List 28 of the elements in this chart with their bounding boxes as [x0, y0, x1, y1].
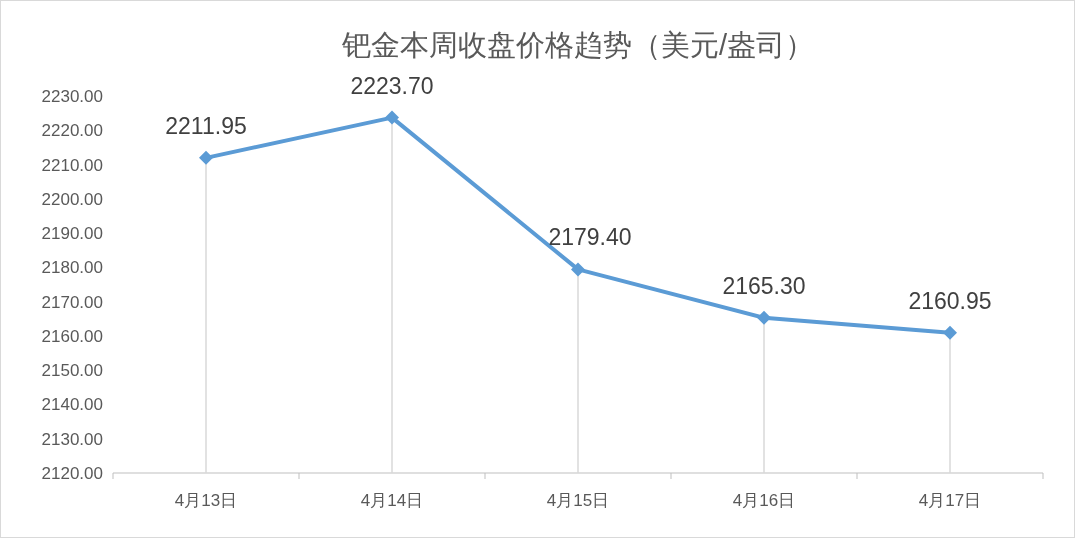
- y-tick-label: 2170.00: [41, 292, 103, 312]
- y-tick-label: 2200.00: [41, 189, 103, 209]
- y-tick-label: 2150.00: [41, 361, 103, 381]
- point: [757, 310, 771, 325]
- x-tick-label: 4月13日: [174, 491, 238, 510]
- data-label: 2160.95: [908, 287, 992, 314]
- data-label: 2211.95: [165, 112, 247, 139]
- y-tick-label: 2220.00: [41, 121, 103, 141]
- point: [943, 325, 957, 340]
- data-label: 2179.40: [548, 224, 632, 251]
- data-label: 2223.70: [350, 72, 434, 99]
- y-tick-label: 2120.00: [41, 464, 103, 483]
- x-tick-label: 4月16日: [732, 491, 796, 510]
- y-tick-label: 2130.00: [41, 429, 103, 449]
- point: [385, 110, 399, 125]
- x-tick-label: 4月17日: [918, 491, 982, 510]
- x-tick-label: 4月15日: [546, 491, 610, 510]
- x-tick-label: 4月14日: [360, 491, 424, 510]
- data-label: 2165.30: [722, 272, 806, 299]
- chart-title: 钯金本周收盘价格趋势（美元/盎司）: [340, 29, 815, 61]
- y-tick-label: 2180.00: [41, 258, 103, 278]
- y-tick-label: 2210.00: [41, 155, 103, 175]
- y-tick-label: 2160.00: [41, 326, 103, 346]
- point: [199, 150, 213, 165]
- y-tick-label: 2230.00: [41, 87, 103, 106]
- y-tick-label: 2140.00: [41, 395, 103, 415]
- point: [571, 262, 585, 277]
- y-tick-label: 2190.00: [41, 224, 103, 244]
